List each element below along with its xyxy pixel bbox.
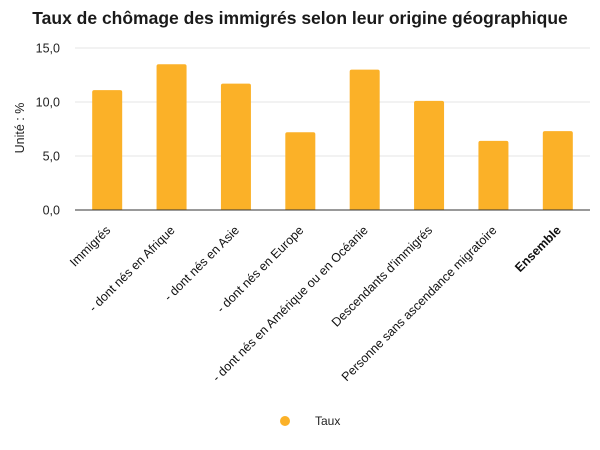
y-tick-label: 0,0	[43, 204, 60, 218]
legend-marker	[280, 416, 290, 426]
y-tick-label: 15,0	[36, 42, 60, 56]
bar[interactable]	[542, 131, 573, 210]
x-tick-label: Ensemble	[512, 223, 564, 275]
chart-title: Taux de chômage des immigrés selon leur …	[32, 8, 568, 28]
bar[interactable]	[478, 140, 509, 210]
bar[interactable]	[92, 90, 123, 210]
y-tick-label: 5,0	[43, 150, 60, 164]
legend[interactable]: Taux	[280, 414, 340, 428]
bar[interactable]	[414, 100, 445, 210]
bar[interactable]	[349, 69, 380, 210]
x-tick-label: Immigrés	[67, 223, 113, 269]
gridlines	[75, 47, 590, 157]
x-tick-labels: Immigrés- dont nés en Afrique- dont nés …	[67, 223, 564, 384]
bar[interactable]	[220, 83, 251, 210]
y-axis-title: Unité : %	[13, 103, 27, 154]
bars	[92, 64, 573, 210]
y-tick-labels: 0,0 5,0 10,0 15,0	[36, 42, 60, 218]
bar[interactable]	[156, 64, 187, 210]
legend-label: Taux	[315, 414, 340, 428]
y-tick-label: 10,0	[36, 96, 60, 110]
bar[interactable]	[285, 132, 316, 210]
